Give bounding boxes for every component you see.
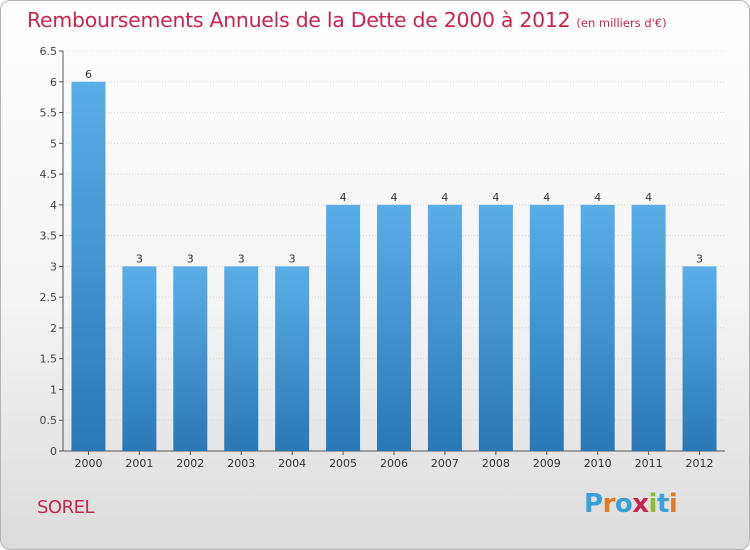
x-tick-label: 2000 — [74, 457, 102, 470]
y-tick-label: 3.5 — [40, 230, 58, 243]
data-label: 3 — [238, 252, 245, 265]
commune-name: SOREL — [37, 497, 95, 518]
data-label: 3 — [289, 252, 296, 265]
bar — [122, 266, 157, 451]
data-label: 3 — [696, 252, 703, 265]
y-tick-label: 0.5 — [40, 414, 58, 427]
bar — [71, 81, 106, 452]
bar — [478, 204, 513, 451]
x-tick-label: 2002 — [176, 457, 204, 470]
y-tick-label: 4 — [50, 199, 57, 212]
x-tick-label: 2012 — [686, 457, 714, 470]
y-tick-label: 2.5 — [40, 291, 58, 304]
bar — [224, 266, 259, 451]
proxiti-logo: Proxiti — [584, 489, 678, 519]
x-tick-label: 2006 — [380, 457, 408, 470]
y-tick-label: 1.5 — [40, 353, 58, 366]
y-tick-label: 1 — [50, 383, 57, 396]
data-label: 4 — [543, 191, 550, 204]
bar — [580, 204, 615, 451]
data-label: 3 — [136, 252, 143, 265]
bar — [529, 204, 564, 451]
y-tick-label: 5 — [50, 137, 57, 150]
data-label: 4 — [594, 191, 601, 204]
y-tick-label: 6 — [50, 76, 57, 89]
x-tick-label: 2003 — [227, 457, 255, 470]
chart-title-text: Remboursements Annuels de la Dette de 20… — [27, 8, 571, 32]
data-label: 4 — [391, 191, 398, 204]
x-tick-label: 2009 — [533, 457, 561, 470]
x-tick-label: 2007 — [431, 457, 459, 470]
data-label: 6 — [85, 68, 92, 81]
bar — [377, 204, 411, 451]
x-tick-label: 2001 — [125, 457, 153, 470]
chart-title-unit: (en milliers d'€) — [576, 16, 667, 30]
x-tick-label: 2005 — [329, 457, 357, 470]
bar — [173, 266, 208, 451]
data-label: 4 — [340, 191, 347, 204]
data-label: 4 — [441, 191, 448, 204]
y-tick-label: 3 — [50, 260, 57, 273]
data-label: 3 — [187, 252, 194, 265]
chart-title: Remboursements Annuels de la Dette de 20… — [27, 8, 667, 32]
data-label: 4 — [492, 191, 499, 204]
data-label: 4 — [645, 191, 652, 204]
x-tick-label: 2008 — [482, 457, 510, 470]
bar — [326, 204, 361, 451]
bar — [631, 204, 666, 451]
bar — [427, 204, 462, 451]
x-tick-label: 2004 — [278, 457, 306, 470]
x-tick-label: 2011 — [635, 457, 663, 470]
y-tick-label: 2 — [50, 322, 57, 335]
bar — [275, 266, 310, 451]
bar — [682, 266, 717, 451]
y-tick-label: 5.5 — [40, 107, 58, 120]
y-tick-label: 6.5 — [40, 45, 58, 58]
y-tick-label: 4.5 — [40, 168, 58, 181]
y-tick-label: 0 — [50, 445, 57, 458]
x-tick-label: 2010 — [584, 457, 612, 470]
